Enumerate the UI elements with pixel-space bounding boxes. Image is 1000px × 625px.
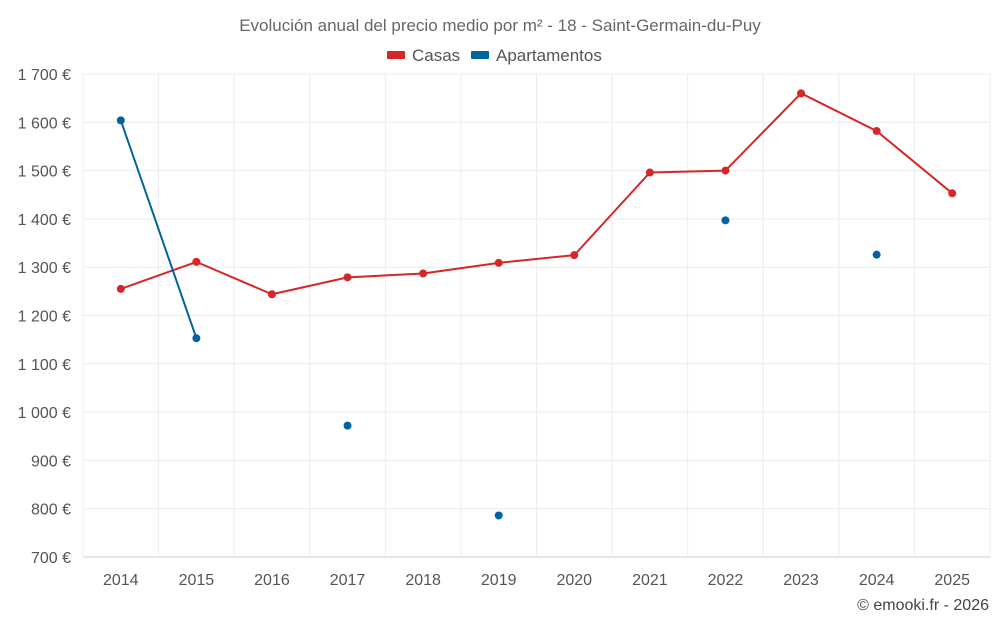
y-tick-label: 1 400 € [18,212,71,229]
x-tick-label: 2018 [405,572,441,589]
legend: Casas Apartamentos [387,46,602,65]
series-line-apartamentos [119,119,198,340]
x-tick-label: 2019 [481,572,517,589]
legend-item-apartamentos[interactable]: Apartamentos [471,46,602,65]
series-apartamentos [116,116,881,520]
credit-text: © emooki.fr - 2026 [857,597,989,614]
x-tick-label: 2014 [103,572,139,589]
y-tick-label: 1 500 € [18,164,71,181]
y-axis: 700 € 800 € 900 € 1 000 € 1 100 € 1 200 € 1 30… [18,67,71,567]
y-tick-label: 900 € [31,453,71,470]
legend-label-casas: Casas [412,46,460,65]
x-tick-label: 2025 [934,572,970,589]
x-tick-label: 2022 [708,572,744,589]
data-point-apartamentos-2014[interactable] [116,116,125,125]
data-point-casas-2016[interactable] [267,290,276,299]
y-tick-label: 800 € [31,502,71,519]
x-tick-label: 2020 [556,572,592,589]
y-tick-label: 1 300 € [18,260,71,277]
y-tick-label: 1 000 € [18,405,71,422]
legend-swatch-apartamentos [471,51,489,59]
data-point-casas-2022[interactable] [721,166,730,175]
data-point-apartamentos-2024[interactable] [872,250,881,259]
data-point-casas-2024[interactable] [872,126,881,135]
data-point-casas-2019[interactable] [494,258,503,267]
data-point-casas-2025[interactable] [948,189,957,198]
x-tick-label: 2021 [632,572,668,589]
x-tick-label: 2017 [330,572,366,589]
y-tick-label: 1 700 € [18,67,71,84]
chart-title: Evolución anual del precio medio por m² … [239,16,761,35]
x-tick-label: 2023 [783,572,819,589]
y-tick-label: 1 100 € [18,357,71,374]
data-point-casas-2015[interactable] [192,257,201,266]
y-tick-label: 1 600 € [18,115,71,132]
data-point-apartamentos-2017[interactable] [343,421,352,430]
series-casas [116,89,957,299]
grid [82,73,991,558]
data-point-apartamentos-2022[interactable] [721,216,730,225]
y-tick-label: 700 € [31,550,71,567]
legend-label-apartamentos: Apartamentos [496,46,602,65]
data-point-apartamentos-2019[interactable] [494,511,503,520]
y-tick-label: 1 200 € [18,309,71,326]
data-point-casas-2020[interactable] [570,251,579,260]
legend-swatch-casas [387,51,405,59]
data-point-casas-2018[interactable] [419,269,428,278]
x-tick-label: 2024 [859,572,895,589]
series-line-casas [119,92,954,296]
data-point-apartamentos-2015[interactable] [192,334,201,343]
x-tick-label: 2016 [254,572,290,589]
x-axis: 2014 2015 2016 2017 2018 2019 2020 2021 2022 2023… [103,572,970,589]
x-tick-label: 2015 [179,572,215,589]
plot-area [116,89,957,520]
data-point-casas-2014[interactable] [116,284,125,293]
legend-item-casas[interactable]: Casas [387,46,460,65]
data-point-casas-2023[interactable] [797,89,806,98]
data-point-casas-2017[interactable] [343,273,352,282]
data-point-casas-2021[interactable] [645,168,654,177]
